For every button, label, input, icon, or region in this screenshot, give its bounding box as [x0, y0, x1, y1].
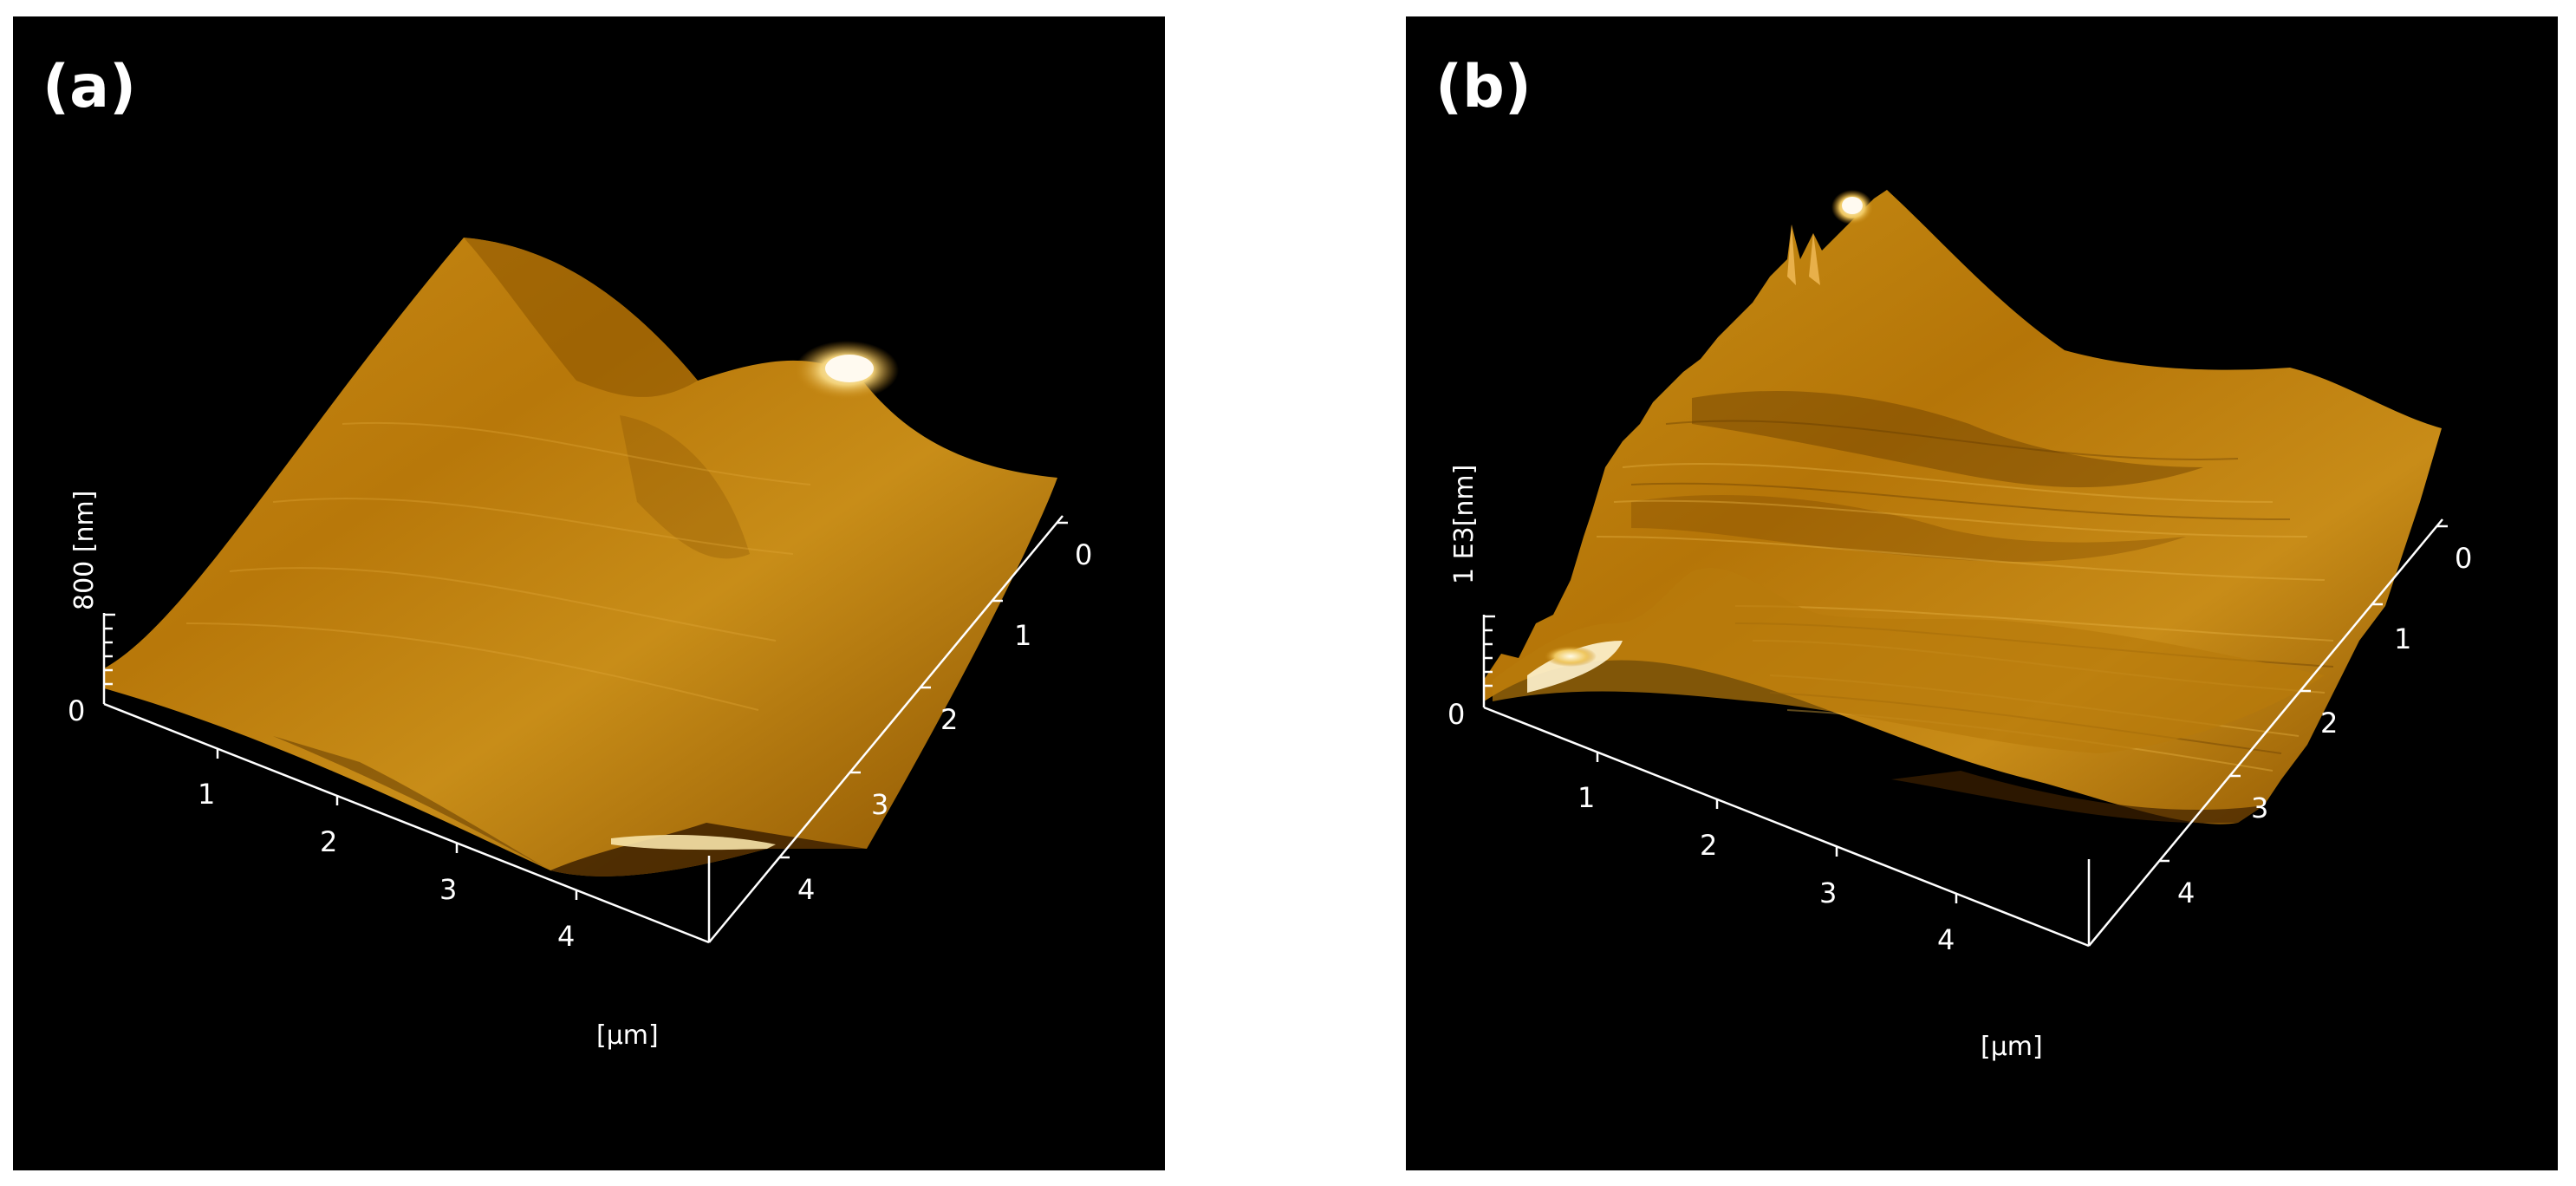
afm-3d-surface-a: 0 800 [nm] 1 2 3 4 [µm] 0 1 2 3 4 [68, 238, 1092, 1051]
x-tick-a-2: 2 [320, 825, 337, 858]
axes-a [102, 515, 1068, 944]
y-tick-b-0: 0 [2455, 542, 2472, 575]
y-tick-b-1: 1 [2394, 622, 2411, 655]
z-zero-b: 0 [1447, 698, 1465, 731]
y-tick-a-3: 3 [871, 788, 888, 821]
z-unit-a: 800 [nm] [69, 491, 100, 610]
z-zero-a: 0 [68, 694, 85, 727]
x-tick-b-3: 3 [1819, 876, 1837, 909]
x-tick-b-4: 4 [1937, 923, 1955, 956]
surface-a [104, 238, 1057, 876]
y-tick-a-1: 1 [1014, 619, 1031, 652]
y-tick-a-2: 2 [940, 703, 958, 736]
afm-panel-b: 0 1 E3[nm] 1 2 3 4 [µm] 0 1 2 3 4 (b) [1406, 16, 2558, 1170]
afm-panel-a: 0 800 [nm] 1 2 3 4 [µm] 0 1 2 3 4 (a) [13, 16, 1165, 1170]
x-unit-b: [µm] [1981, 1032, 2043, 1062]
panel-label-a: (a) [42, 53, 137, 121]
y-tick-a-4: 4 [797, 873, 815, 906]
y-tick-b-2: 2 [2320, 707, 2338, 740]
x-tick-a-1: 1 [198, 778, 215, 811]
x-unit-a: [µm] [596, 1020, 659, 1051]
y-tick-a-0: 0 [1075, 538, 1092, 571]
panel-label-b: (b) [1435, 53, 1532, 121]
x-tick-a-3: 3 [439, 873, 457, 906]
x-tick-a-4: 4 [557, 920, 575, 953]
x-tick-b-1: 1 [1577, 781, 1595, 814]
x-tick-b-2: 2 [1700, 829, 1717, 862]
y-tick-b-3: 3 [2251, 792, 2268, 824]
axes-b [1482, 518, 2448, 948]
z-unit-b: 1 E3[nm] [1449, 465, 1480, 584]
y-tick-b-4: 4 [2177, 876, 2195, 909]
afm-3d-surface-b: 0 1 E3[nm] 1 2 3 4 [µm] 0 1 2 3 4 [1447, 190, 2472, 1062]
